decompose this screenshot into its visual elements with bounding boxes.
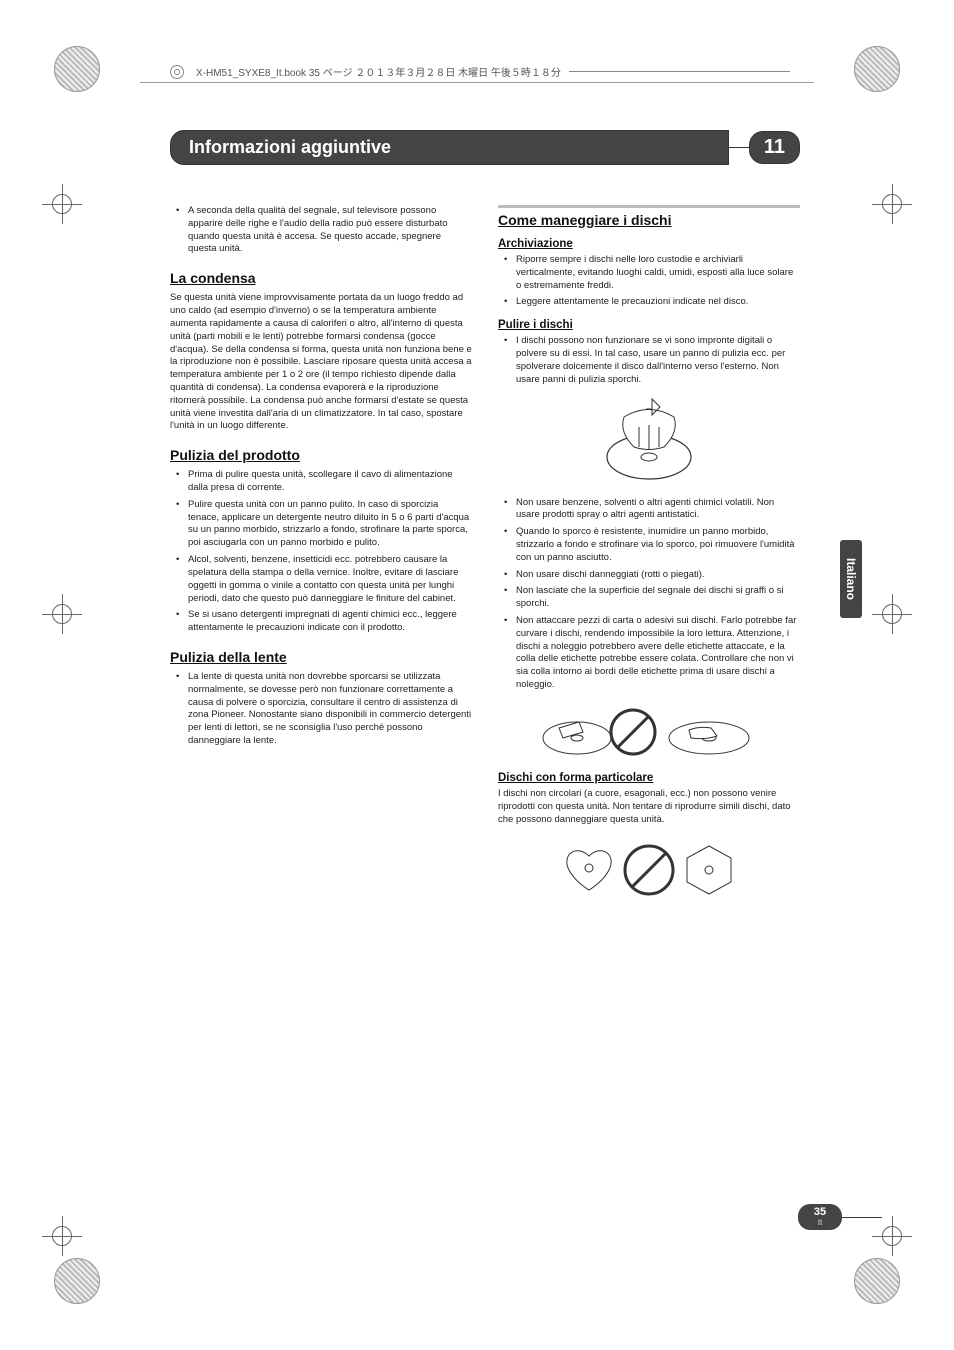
heading-condensa: La condensa	[170, 270, 472, 286]
pulire-dischi-list-a: I dischi possono non funzionare se vi so…	[498, 335, 800, 386]
language-tab: Italiano	[840, 540, 862, 618]
pulizia-prodotto-list: Prima di pulire questa unità, scollegare…	[170, 469, 472, 635]
condensa-body: Se questa unità viene improvvisamente po…	[170, 292, 472, 433]
reg-target-ml	[48, 600, 76, 628]
shaped-disc-diagram	[498, 836, 800, 906]
print-header-text: X-HM51_SYXE8_It.book 35 ページ ２０１３年３月２８日 木…	[196, 64, 561, 79]
page-number: 35	[814, 1208, 826, 1218]
hatch-disc-tl	[54, 46, 100, 92]
list-item: I dischi possono non funzionare se vi so…	[516, 335, 800, 386]
reg-target-bl	[48, 1222, 76, 1250]
reg-target-mr	[878, 600, 906, 628]
right-column: Come maneggiare i dischi Archiviazione R…	[498, 205, 800, 916]
print-header: X-HM51_SYXE8_It.book 35 ページ ２０１３年３月２８日 木…	[170, 64, 790, 79]
wipe-disc-diagram	[498, 397, 800, 487]
hatch-disc-tr	[854, 46, 900, 92]
hatch-disc-bl	[54, 1258, 100, 1304]
heading-maneggiare: Come maneggiare i dischi	[498, 212, 800, 228]
list-item: La lente di questa unità non dovrebbe sp…	[188, 671, 472, 748]
list-item: Non usare dischi danneggiati (rotti o pi…	[516, 569, 800, 582]
no-label-disc-diagram	[498, 702, 800, 762]
page-lang: It	[818, 1219, 822, 1226]
pulire-dischi-list-b: Non usare benzene, solventi o altri agen…	[498, 497, 800, 692]
chapter-title: Informazioni aggiuntive	[170, 130, 729, 165]
list-item: Quando lo sporco è resistente, inumidire…	[516, 526, 800, 564]
list-item: Riporre sempre i dischi nelle loro custo…	[516, 254, 800, 292]
archiviazione-list: Riporre sempre i dischi nelle loro custo…	[498, 254, 800, 309]
reg-target-br	[878, 1222, 906, 1250]
list-item: Prima di pulire questa unità, scollegare…	[188, 469, 472, 495]
forma-particolare-body: I dischi non circolari (a cuore, esagona…	[498, 788, 800, 826]
section-rule	[498, 205, 800, 208]
left-column: A seconda della qualità del segnale, sul…	[170, 205, 472, 916]
list-item: Pulire questa unità con un panno pulito.…	[188, 499, 472, 550]
chapter-header: Informazioni aggiuntive 11	[170, 130, 800, 165]
intro-list: A seconda della qualità del segnale, sul…	[170, 205, 472, 256]
heading-pulizia-lente: Pulizia della lente	[170, 649, 472, 665]
hatch-disc-br	[854, 1258, 900, 1304]
heading-pulizia-prodotto: Pulizia del prodotto	[170, 447, 472, 463]
heading-pulire-dischi: Pulire i dischi	[498, 319, 800, 331]
language-tab-label: Italiano	[844, 558, 858, 600]
chapter-rule	[729, 147, 749, 148]
print-header-rule	[140, 82, 814, 83]
page-content: Informazioni aggiuntive 11 A seconda del…	[170, 130, 800, 916]
list-item: Non attaccare pezzi di carta o adesivi s…	[516, 615, 800, 692]
page-number-badge: 35 It	[798, 1204, 842, 1230]
heading-archiviazione: Archiviazione	[498, 238, 800, 250]
reg-target-tr	[878, 190, 906, 218]
heading-forma-particolare: Dischi con forma particolare	[498, 772, 800, 784]
chapter-number: 11	[749, 131, 800, 164]
list-item: Leggere attentamente le precauzioni indi…	[516, 296, 800, 309]
list-item: Se si usano detergenti impregnati di age…	[188, 609, 472, 635]
reg-target-tl	[48, 190, 76, 218]
list-item: Non lasciate che la superficie del segna…	[516, 585, 800, 611]
intro-bullet: A seconda della qualità del segnale, sul…	[188, 205, 472, 256]
list-item: Alcol, solventi, benzene, insetticidi ec…	[188, 554, 472, 605]
list-item: Non usare benzene, solventi o altri agen…	[516, 497, 800, 523]
pulizia-lente-list: La lente di questa unità non dovrebbe sp…	[170, 671, 472, 748]
